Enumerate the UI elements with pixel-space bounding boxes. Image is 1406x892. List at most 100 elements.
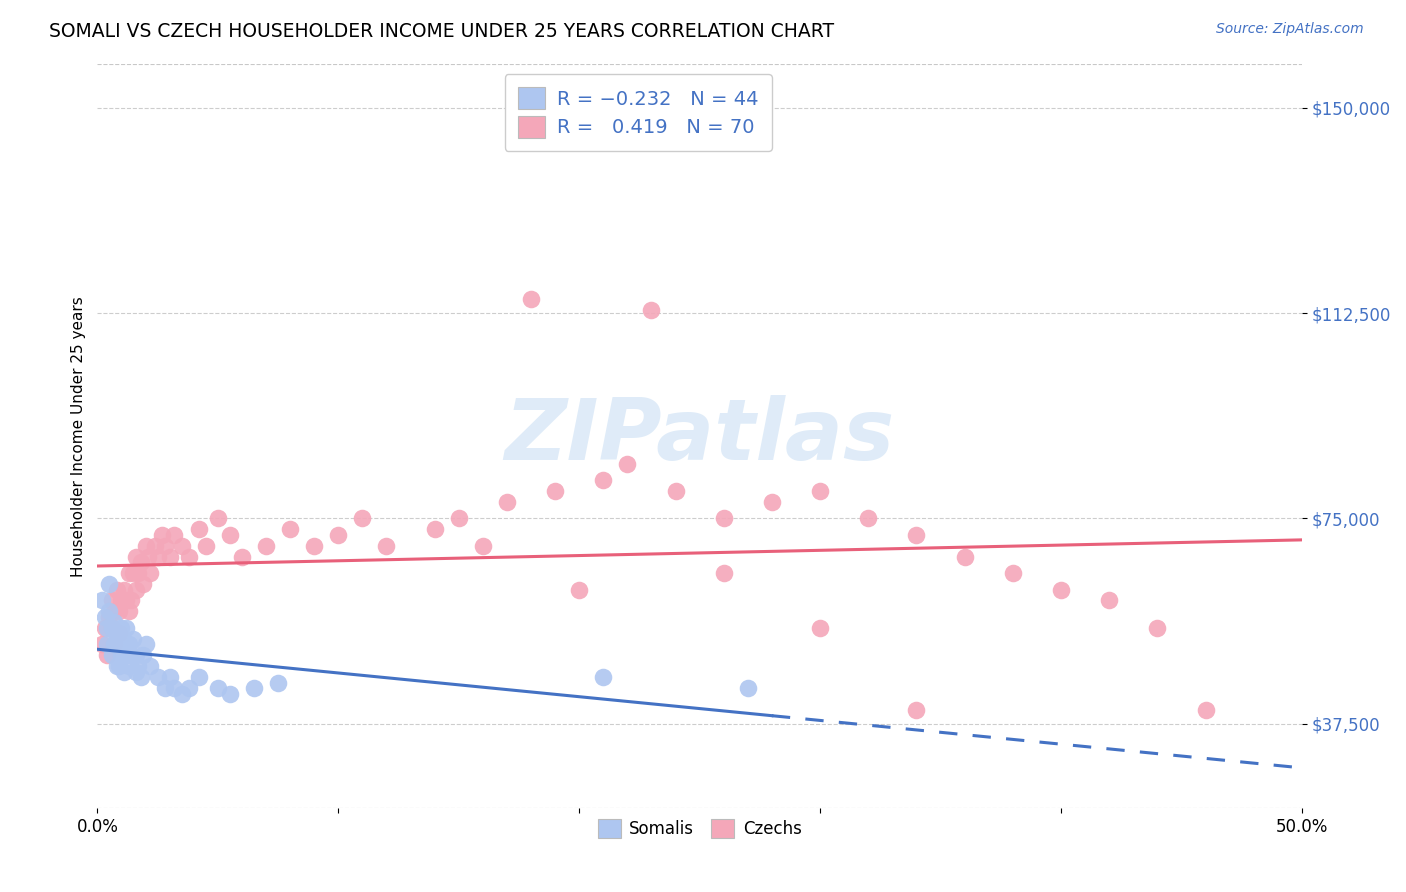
Point: [1146, 621, 1168, 635]
Point: [101, 621, 124, 635]
Point: [98, 610, 121, 624]
Point: [664, 483, 686, 498]
Point: [267, 675, 290, 690]
Point: [115, 593, 138, 607]
Point: [1098, 593, 1121, 607]
Point: [1194, 703, 1216, 717]
Point: [616, 457, 638, 471]
Point: [152, 528, 174, 542]
Point: [103, 604, 125, 618]
Point: [118, 566, 141, 580]
Point: [108, 659, 131, 673]
Point: [808, 483, 831, 498]
Point: [118, 604, 141, 618]
Point: [132, 577, 155, 591]
Point: [91, 637, 114, 651]
Point: [101, 593, 124, 607]
Point: [187, 522, 209, 536]
Point: [135, 637, 157, 651]
Point: [713, 566, 735, 580]
Point: [110, 593, 132, 607]
Point: [713, 511, 735, 525]
Point: [120, 593, 142, 607]
Point: [105, 626, 128, 640]
Point: [139, 659, 162, 673]
Point: [112, 637, 135, 651]
Point: [905, 703, 928, 717]
Point: [146, 670, 169, 684]
Point: [110, 621, 132, 635]
Point: [163, 681, 186, 695]
Point: [953, 549, 976, 564]
Point: [112, 582, 135, 597]
Point: [808, 621, 831, 635]
Point: [103, 615, 125, 630]
Point: [125, 665, 148, 679]
Point: [761, 495, 783, 509]
Point: [352, 511, 374, 525]
Point: [122, 632, 145, 646]
Point: [96, 637, 118, 651]
Point: [108, 626, 131, 640]
Point: [496, 495, 519, 509]
Point: [120, 648, 142, 663]
Point: [135, 539, 157, 553]
Point: [905, 528, 928, 542]
Point: [91, 593, 114, 607]
Point: [129, 555, 152, 569]
Point: [568, 582, 591, 597]
Point: [125, 648, 148, 663]
Point: [1050, 582, 1073, 597]
Point: [96, 648, 118, 663]
Point: [592, 473, 614, 487]
Point: [118, 637, 141, 651]
Legend: Somalis, Czechs: Somalis, Czechs: [591, 813, 808, 845]
Point: [278, 522, 301, 536]
Point: [115, 648, 138, 663]
Point: [447, 511, 470, 525]
Point: [328, 528, 350, 542]
Point: [231, 549, 253, 564]
Point: [105, 582, 128, 597]
Point: [194, 539, 217, 553]
Point: [177, 549, 200, 564]
Point: [423, 522, 446, 536]
Point: [159, 549, 181, 564]
Point: [108, 604, 131, 618]
Point: [125, 549, 148, 564]
Point: [520, 293, 543, 307]
Point: [101, 648, 124, 663]
Point: [544, 483, 567, 498]
Point: [93, 610, 115, 624]
Text: SOMALI VS CZECH HOUSEHOLDER INCOME UNDER 25 YEARS CORRELATION CHART: SOMALI VS CZECH HOUSEHOLDER INCOME UNDER…: [49, 22, 834, 41]
Point: [103, 637, 125, 651]
Point: [858, 511, 880, 525]
Point: [177, 681, 200, 695]
Point: [122, 566, 145, 580]
Point: [101, 621, 124, 635]
Text: ZIPatlas: ZIPatlas: [505, 395, 894, 478]
Point: [207, 681, 229, 695]
Point: [118, 659, 141, 673]
Point: [153, 681, 176, 695]
Point: [129, 670, 152, 684]
Point: [136, 549, 159, 564]
Point: [139, 566, 162, 580]
Point: [243, 681, 266, 695]
Point: [98, 604, 121, 618]
Point: [302, 539, 325, 553]
Point: [108, 637, 131, 651]
Point: [132, 648, 155, 663]
Y-axis label: Householder Income Under 25 years: Householder Income Under 25 years: [72, 296, 86, 576]
Point: [170, 539, 193, 553]
Point: [96, 621, 118, 635]
Point: [471, 539, 494, 553]
Point: [375, 539, 398, 553]
Point: [125, 582, 148, 597]
Point: [592, 670, 614, 684]
Point: [254, 539, 277, 553]
Point: [218, 528, 240, 542]
Point: [159, 670, 181, 684]
Point: [187, 670, 209, 684]
Point: [127, 659, 149, 673]
